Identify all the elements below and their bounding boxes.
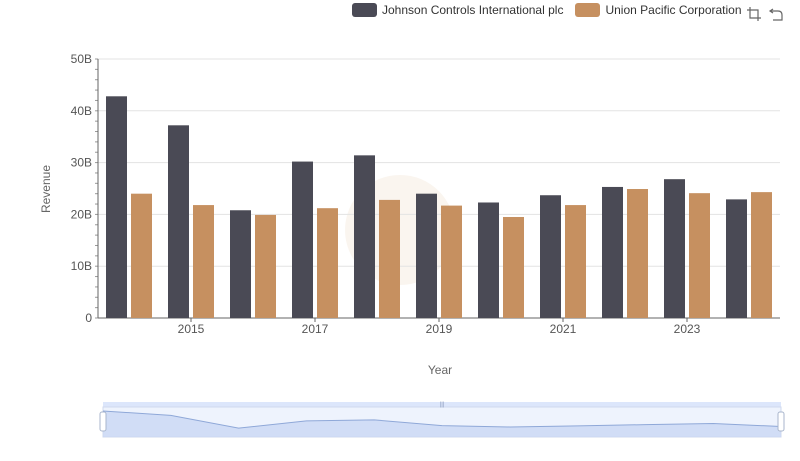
bar-union-pacific (317, 208, 338, 318)
x-tick-label: 2015 (178, 322, 205, 336)
x-tick-label: 2023 (674, 322, 701, 336)
x-tick-label: 2019 (426, 322, 453, 336)
y-tick-label: 40B (71, 104, 92, 118)
bar-johnson-controls (354, 155, 375, 318)
bar-johnson-controls (726, 199, 747, 318)
bar-johnson-controls (416, 193, 437, 318)
legend-item-johnson-controls[interactable]: Johnson Controls International plc (352, 3, 563, 17)
toolbox (746, 6, 790, 22)
y-tick-label: 0 (85, 311, 92, 325)
bar-johnson-controls (602, 186, 623, 318)
x-tick-label: 2021 (550, 322, 577, 336)
bar-union-pacific (627, 189, 648, 318)
bar-union-pacific (193, 205, 214, 318)
zoom-icon[interactable] (746, 6, 762, 22)
bar-johnson-controls (292, 161, 313, 318)
zoom-top-bar (103, 402, 781, 407)
x-axis-title: Year (428, 363, 452, 377)
bar-johnson-controls (540, 195, 561, 318)
bar-union-pacific (255, 214, 276, 318)
bar-johnson-controls (168, 125, 189, 318)
reset-zoom-icon[interactable] (768, 6, 784, 22)
zoom-preview-area (103, 411, 781, 437)
y-axis-title: Revenue (39, 165, 53, 213)
bar-union-pacific (751, 192, 772, 318)
x-tick-label: 2017 (302, 322, 329, 336)
legend-swatch (575, 3, 601, 17)
legend-swatch (352, 3, 377, 17)
bar-johnson-controls (230, 210, 251, 318)
y-tick-label: 20B (71, 207, 92, 221)
bar-union-pacific (565, 205, 586, 318)
legend: Johnson Controls International plc Union… (352, 3, 754, 17)
zoom-handle-left[interactable] (99, 411, 107, 432)
y-tick-label: 10B (71, 259, 92, 273)
zoom-drag-grip[interactable]: ||| (440, 402, 445, 408)
bar-union-pacific (689, 193, 710, 318)
bar-johnson-controls (664, 179, 685, 318)
bar-johnson-controls (478, 202, 499, 318)
bar-union-pacific (131, 193, 152, 318)
zoom-preview-line (102, 410, 782, 429)
zoom-handle-right[interactable] (777, 411, 785, 432)
legend-item-union-pacific[interactable]: Union Pacific Corporation (575, 3, 742, 17)
y-tick-label: 30B (71, 156, 92, 170)
bar-union-pacific (379, 199, 400, 318)
bar-union-pacific (503, 216, 524, 318)
bar-union-pacific (441, 205, 462, 318)
bar-johnson-controls (106, 96, 127, 319)
y-tick-label: 50B (71, 52, 92, 66)
legend-label: Johnson Controls International plc (382, 3, 564, 17)
legend-label: Union Pacific Corporation (605, 3, 742, 17)
